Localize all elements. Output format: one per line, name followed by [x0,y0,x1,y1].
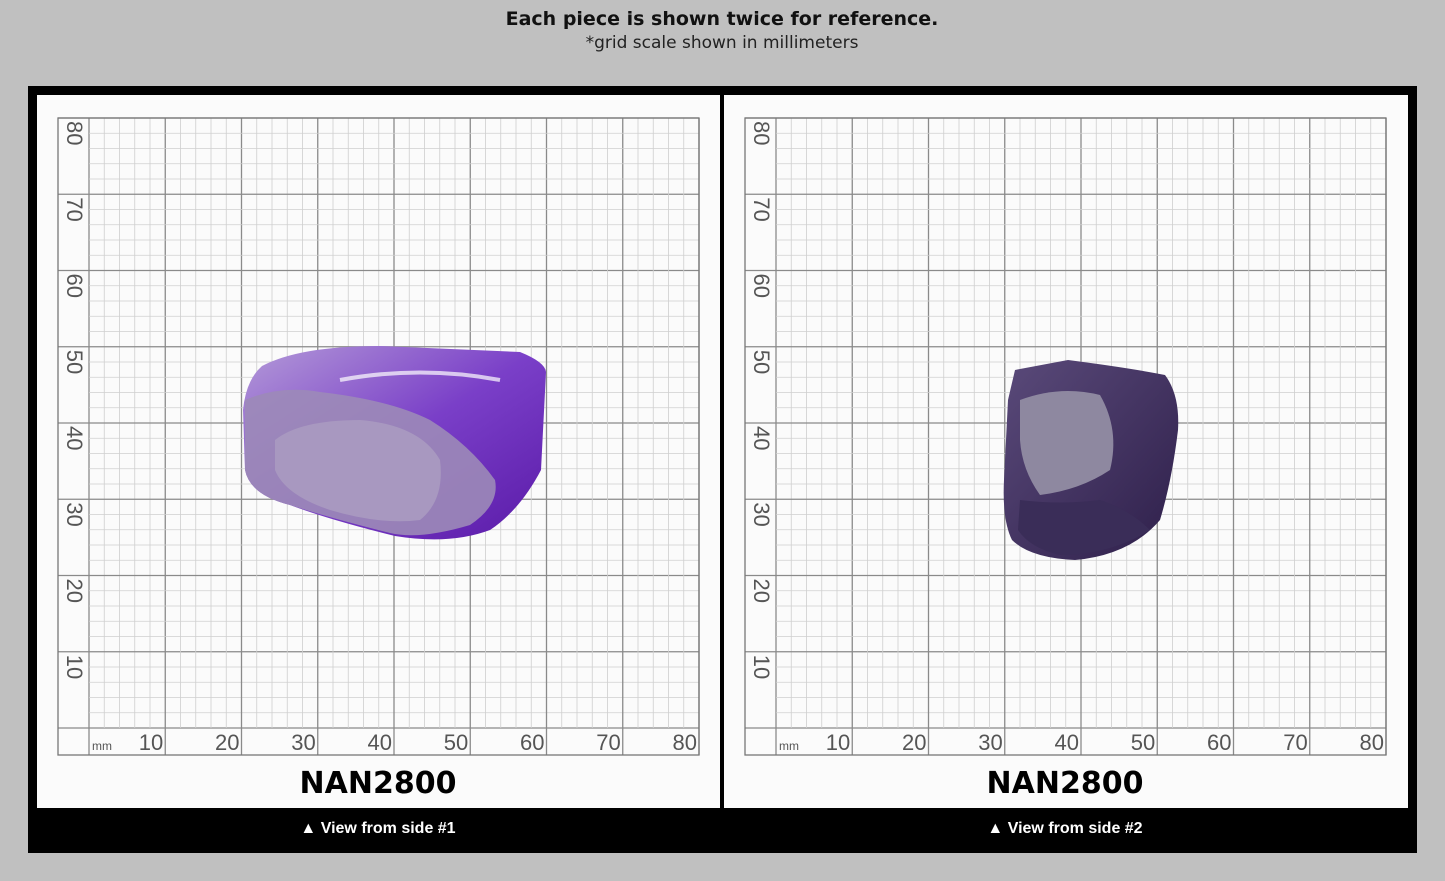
x-scale-label: 30 [291,730,315,755]
x-scale-label: 60 [520,730,544,755]
x-scale-label: 20 [215,730,239,755]
y-scale-label: 10 [749,655,774,679]
x-scale-label: 20 [902,730,926,755]
crystal-facet [1018,500,1150,555]
x-scale-label: 30 [978,730,1002,755]
panel: mm 10 10 20 20 30 30 40 40 50 50 60 60 70 70 80 80 NAN280… [724,95,1408,837]
y-scale-label: 80 [62,121,87,145]
y-scale-label: 10 [62,655,87,679]
y-scale-label: 40 [62,426,87,450]
x-scale-label: 80 [673,730,697,755]
y-scale-label: 50 [749,350,774,374]
panel: mm 10 10 20 20 30 30 40 40 50 50 60 60 70 70 80 80 NAN280… [37,95,720,837]
highlight [339,370,501,382]
product-code: NAN2800 [987,766,1144,801]
x-scale-label: 10 [139,730,163,755]
view-caption: ▲ View from side #1 [300,820,455,837]
x-scale-label: 50 [444,730,468,755]
crystal-face [275,420,441,522]
y-scale-label: 80 [749,121,774,145]
grid-unit: mm [779,739,799,753]
y-scale-label: 60 [62,274,87,298]
y-scale-label: 70 [749,197,774,221]
y-scale-label: 60 [749,274,774,298]
x-scale-label: 40 [368,730,392,755]
x-scale-label: 40 [1055,730,1079,755]
subtitle: *grid scale shown in millimeters [586,33,859,53]
view-caption: ▲ View from side #2 [987,820,1142,837]
y-scale-label: 70 [62,197,87,221]
x-scale-label: 60 [1207,730,1231,755]
crystal-face [1020,391,1114,495]
title: Each piece is shown twice for reference. [506,8,939,30]
grid-unit: mm [92,739,112,753]
y-scale-label: 20 [749,579,774,603]
product-code: NAN2800 [300,766,457,801]
y-scale-label: 20 [62,579,87,603]
x-scale-label: 70 [1283,730,1307,755]
y-scale-label: 50 [62,350,87,374]
x-scale-label: 50 [1131,730,1155,755]
y-scale-label: 30 [749,502,774,526]
x-scale-label: 80 [1360,730,1384,755]
y-scale-label: 30 [62,502,87,526]
y-scale-label: 40 [749,426,774,450]
x-scale-label: 10 [826,730,850,755]
x-scale-label: 70 [596,730,620,755]
